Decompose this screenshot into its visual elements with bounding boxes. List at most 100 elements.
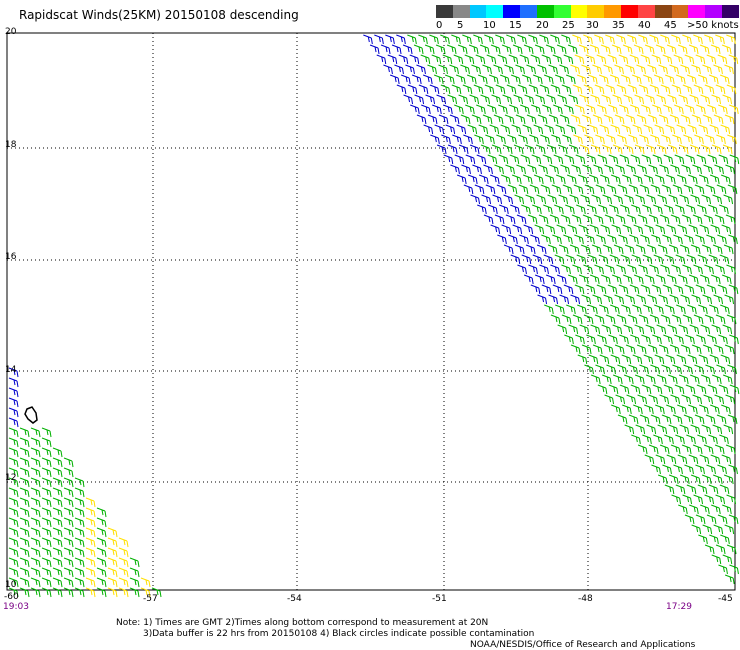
- wind-barb: [564, 104, 574, 115]
- wind-barb: [688, 454, 699, 465]
- wind-barb: [703, 214, 714, 225]
- wind-barb: [719, 254, 730, 265]
- wind-barb: [594, 34, 604, 45]
- wind-barb: [704, 544, 715, 555]
- wind-barb: [427, 64, 437, 75]
- wind-barb: [508, 54, 519, 65]
- wind-barb: [600, 44, 611, 55]
- wind-barb: [483, 164, 493, 175]
- wind-barb: [30, 577, 41, 588]
- wind-barb: [453, 54, 464, 65]
- wind-barb: [19, 437, 30, 448]
- wind-barb: [85, 557, 96, 568]
- wind-barb: [562, 134, 572, 145]
- wind-barb: [469, 144, 480, 155]
- wind-barb: [675, 74, 686, 85]
- wind-barb: [653, 434, 663, 445]
- wind-barb: [712, 244, 723, 255]
- wind-barb: [493, 64, 503, 75]
- wind-barb: [537, 64, 547, 75]
- wind-barb: [625, 64, 635, 75]
- wind-barb: [85, 527, 96, 538]
- wind-barb: [695, 234, 705, 245]
- wind-barb: [609, 204, 619, 215]
- legend-swatch: [436, 5, 453, 18]
- wind-barb: [678, 374, 689, 385]
- wind-barb: [429, 34, 439, 45]
- legend-swatch: [553, 5, 571, 18]
- wind-barb: [576, 204, 586, 215]
- wind-barb: [715, 544, 726, 555]
- wind-barb: [647, 64, 657, 75]
- lon-label: -45: [718, 594, 733, 604]
- wind-barb: [545, 274, 556, 285]
- wind-barb: [614, 294, 625, 305]
- lon-label: -57: [143, 594, 158, 604]
- wind-barb: [555, 124, 566, 135]
- wind-barb: [582, 214, 593, 225]
- lon-label: -54: [287, 594, 302, 604]
- wind-barb: [708, 484, 719, 495]
- wind-barb: [421, 104, 431, 115]
- wind-barb: [473, 84, 484, 95]
- wind-barb: [708, 74, 719, 85]
- wind-barb: [642, 204, 652, 215]
- wind-barb: [620, 254, 631, 265]
- wind-barb: [590, 324, 601, 335]
- wind-barb: [74, 547, 85, 558]
- wind-barb: [652, 154, 663, 165]
- wind-barb: [525, 194, 536, 205]
- wind-barb: [711, 94, 722, 105]
- wind-barb: [697, 484, 708, 495]
- wind-barb: [699, 224, 710, 235]
- wind-barb: [555, 304, 565, 315]
- wind-barb: [722, 504, 732, 515]
- wind-barb: [487, 154, 498, 165]
- wind-barb: [707, 334, 717, 345]
- wind-barb: [707, 104, 717, 115]
- wind-barb: [8, 447, 19, 458]
- wind-barb: [644, 44, 655, 55]
- wind-barb: [640, 54, 651, 65]
- wind-barb: [708, 254, 719, 265]
- wind-barb: [722, 94, 733, 105]
- wind-barb: [515, 64, 525, 75]
- wind-barb: [8, 567, 19, 578]
- wind-barb: [591, 194, 602, 205]
- wind-barb: [551, 184, 562, 195]
- wind-barb: [612, 374, 623, 385]
- wind-barb: [718, 564, 728, 575]
- wind-barb: [624, 194, 635, 205]
- wind-barb: [586, 154, 597, 165]
- wind-barb: [714, 164, 724, 175]
- wind-barb: [643, 304, 653, 315]
- wind-barb: [667, 374, 678, 385]
- wind-barb: [602, 194, 613, 205]
- wind-barb: [63, 537, 74, 548]
- wind-barb: [676, 174, 687, 185]
- wind-barb: [628, 414, 639, 425]
- wind-barb: [588, 354, 599, 365]
- wind-barb: [670, 394, 681, 405]
- map-title: Rapidscat Winds(25KM) 20150108 descendin…: [19, 8, 299, 22]
- wind-barb: [585, 54, 596, 65]
- wind-barb: [722, 554, 733, 565]
- wind-barb: [521, 254, 532, 265]
- wind-barb: [19, 457, 30, 468]
- wind-barb: [711, 374, 722, 385]
- wind-barb: [575, 154, 586, 165]
- wind-barb: [472, 164, 482, 175]
- wind-barb: [675, 254, 686, 265]
- wind-barb: [628, 364, 638, 375]
- wind-barb: [599, 174, 610, 185]
- legend-color-bar: [436, 5, 739, 18]
- wind-barb: [693, 84, 704, 95]
- wind-barb: [52, 587, 63, 598]
- wind-barb: [461, 164, 471, 175]
- wind-barb: [610, 304, 620, 315]
- wind-barb: [654, 304, 664, 315]
- wind-barb: [679, 424, 690, 435]
- wind-barb: [490, 44, 501, 55]
- wind-barb: [96, 527, 107, 538]
- wind-barb: [41, 547, 52, 558]
